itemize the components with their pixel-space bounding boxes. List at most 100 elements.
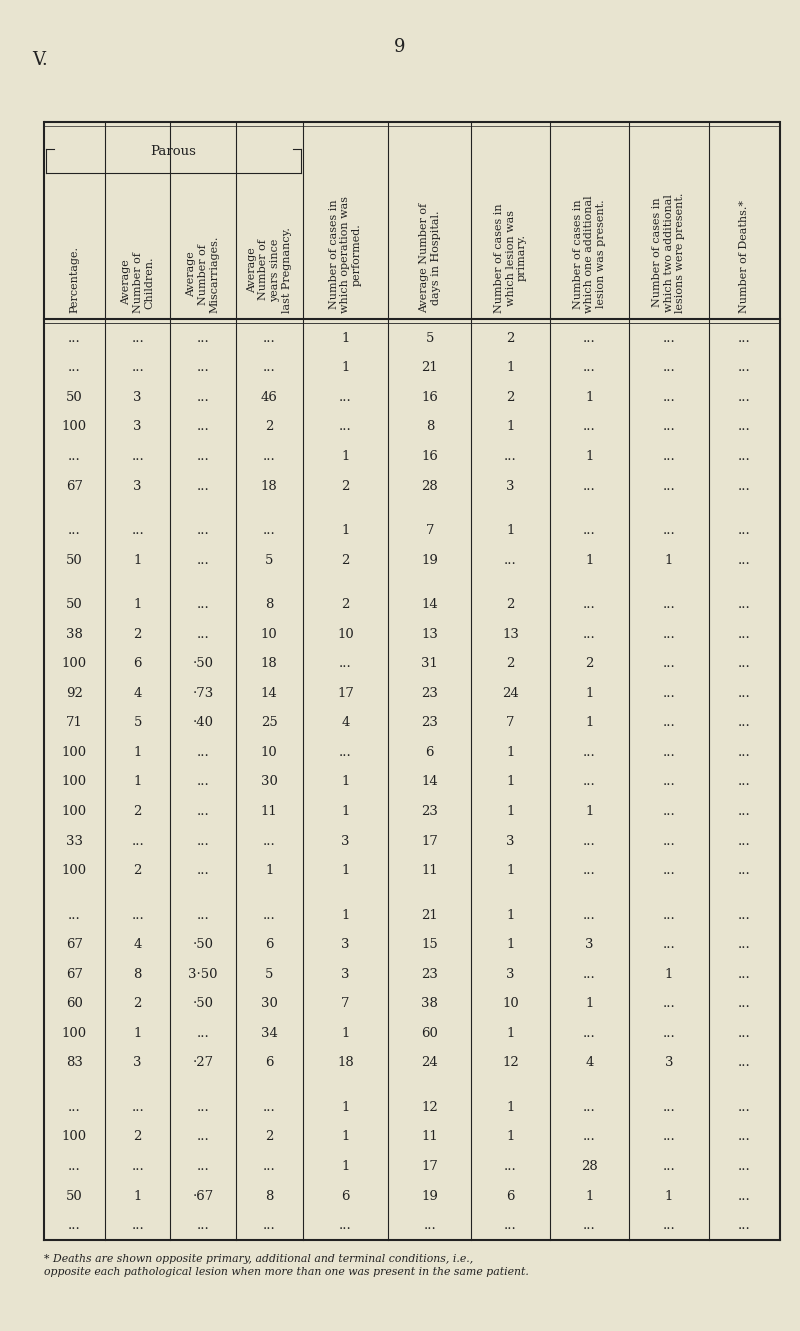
Text: ...: ... xyxy=(738,627,750,640)
Text: 8: 8 xyxy=(265,598,274,611)
Text: Average Number of
days in Hospital.: Average Number of days in Hospital. xyxy=(419,202,441,313)
Text: 1: 1 xyxy=(342,1161,350,1173)
Text: 24: 24 xyxy=(502,687,519,700)
Text: ...: ... xyxy=(662,997,675,1010)
Text: ...: ... xyxy=(68,450,81,463)
Text: 2: 2 xyxy=(342,479,350,492)
Text: 23: 23 xyxy=(422,968,438,981)
Text: 28: 28 xyxy=(581,1161,598,1173)
Text: 24: 24 xyxy=(422,1057,438,1070)
Text: ...: ... xyxy=(738,745,750,759)
Text: ...: ... xyxy=(662,864,675,877)
Text: ·50: ·50 xyxy=(193,658,214,669)
Text: ...: ... xyxy=(197,479,210,492)
Text: 2: 2 xyxy=(342,598,350,611)
Text: 46: 46 xyxy=(261,391,278,403)
Text: ...: ... xyxy=(662,805,675,819)
Text: ...: ... xyxy=(738,658,750,669)
Text: ...: ... xyxy=(738,909,750,921)
Text: ...: ... xyxy=(738,524,750,536)
Text: 71: 71 xyxy=(66,716,83,729)
Text: 5: 5 xyxy=(426,331,434,345)
Text: ...: ... xyxy=(738,598,750,611)
Text: ...: ... xyxy=(662,450,675,463)
Text: 21: 21 xyxy=(422,909,438,921)
Text: 13: 13 xyxy=(422,627,438,640)
Text: ...: ... xyxy=(662,1219,675,1233)
Text: 38: 38 xyxy=(422,997,438,1010)
Text: ...: ... xyxy=(131,331,144,345)
Text: 14: 14 xyxy=(422,776,438,788)
Text: 100: 100 xyxy=(62,1028,87,1040)
Text: 19: 19 xyxy=(422,554,438,567)
Text: 3: 3 xyxy=(134,391,142,403)
Text: 1: 1 xyxy=(506,1028,514,1040)
Text: ...: ... xyxy=(131,835,144,848)
Text: ...: ... xyxy=(197,1101,210,1114)
Text: 4: 4 xyxy=(134,938,142,952)
Text: ...: ... xyxy=(504,1219,517,1233)
Text: ...: ... xyxy=(339,1219,352,1233)
Text: 33: 33 xyxy=(66,835,83,848)
Text: ...: ... xyxy=(131,524,144,536)
Text: 19: 19 xyxy=(422,1190,438,1203)
Text: ...: ... xyxy=(131,361,144,374)
Text: 100: 100 xyxy=(62,745,87,759)
Text: ...: ... xyxy=(662,524,675,536)
Text: ...: ... xyxy=(662,658,675,669)
Text: ...: ... xyxy=(738,421,750,434)
Text: 6: 6 xyxy=(506,1190,514,1203)
Text: 2: 2 xyxy=(506,598,514,611)
Text: 10: 10 xyxy=(261,745,278,759)
Text: ·50: ·50 xyxy=(193,938,214,952)
Text: 3: 3 xyxy=(506,479,514,492)
Text: ...: ... xyxy=(583,1028,596,1040)
Text: Number of cases in
which lesion was
primary.: Number of cases in which lesion was prim… xyxy=(494,204,527,313)
Text: 2: 2 xyxy=(585,658,594,669)
Text: ...: ... xyxy=(583,968,596,981)
Text: ·40: ·40 xyxy=(193,716,214,729)
Text: ...: ... xyxy=(197,1130,210,1143)
Text: 15: 15 xyxy=(422,938,438,952)
Text: ...: ... xyxy=(738,479,750,492)
Text: ...: ... xyxy=(339,745,352,759)
Text: ...: ... xyxy=(197,909,210,921)
Text: ...: ... xyxy=(131,909,144,921)
Text: ...: ... xyxy=(197,524,210,536)
Text: 1: 1 xyxy=(506,805,514,819)
Text: ...: ... xyxy=(339,658,352,669)
Text: Number of cases in
which one additional
lesion was present.: Number of cases in which one additional … xyxy=(573,196,606,313)
Text: ...: ... xyxy=(504,1161,517,1173)
Text: 1: 1 xyxy=(506,1101,514,1114)
Text: ...: ... xyxy=(738,776,750,788)
Text: 12: 12 xyxy=(422,1101,438,1114)
Text: 50: 50 xyxy=(66,391,83,403)
Text: 6: 6 xyxy=(426,745,434,759)
Text: ...: ... xyxy=(662,479,675,492)
Text: ...: ... xyxy=(197,745,210,759)
Text: 17: 17 xyxy=(422,835,438,848)
Text: 1: 1 xyxy=(342,864,350,877)
Text: 1: 1 xyxy=(665,968,673,981)
Text: ...: ... xyxy=(263,835,276,848)
Text: 1: 1 xyxy=(506,938,514,952)
Text: 1: 1 xyxy=(506,909,514,921)
Text: ...: ... xyxy=(662,716,675,729)
Text: 1: 1 xyxy=(134,776,142,788)
Text: ...: ... xyxy=(738,968,750,981)
Text: ...: ... xyxy=(738,450,750,463)
Text: ...: ... xyxy=(583,835,596,848)
Text: ...: ... xyxy=(68,1219,81,1233)
Text: 50: 50 xyxy=(66,554,83,567)
Text: 7: 7 xyxy=(506,716,514,729)
Text: 4: 4 xyxy=(585,1057,594,1070)
Text: 1: 1 xyxy=(134,745,142,759)
Text: ...: ... xyxy=(68,524,81,536)
Text: 14: 14 xyxy=(261,687,278,700)
Text: 1: 1 xyxy=(585,450,594,463)
Text: ...: ... xyxy=(738,1130,750,1143)
Text: 1: 1 xyxy=(585,687,594,700)
Text: Number of cases in
which operation was
performed.: Number of cases in which operation was p… xyxy=(329,196,362,313)
Text: 1: 1 xyxy=(134,554,142,567)
Text: ...: ... xyxy=(197,598,210,611)
